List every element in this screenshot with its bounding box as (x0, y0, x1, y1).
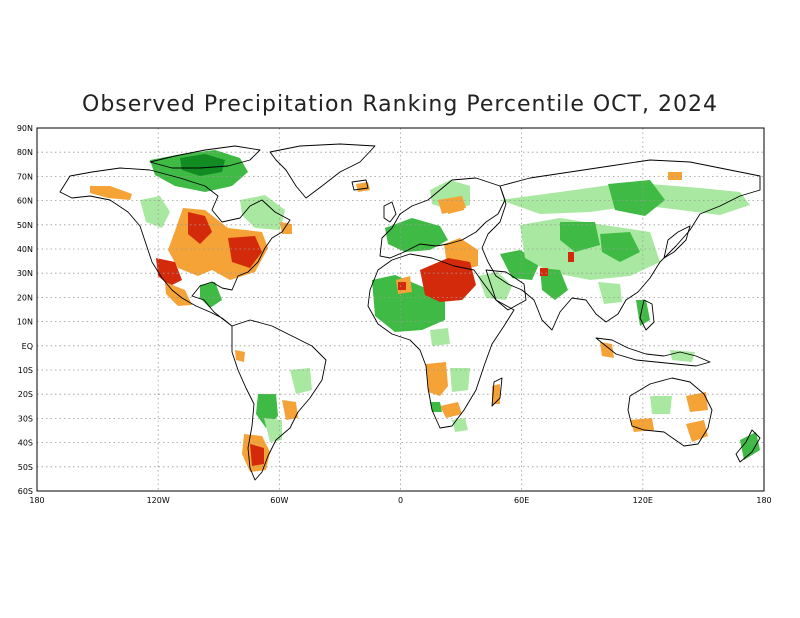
x-tick-label: 120W (147, 496, 170, 505)
y-tick-label: 50S (18, 463, 33, 472)
coastline-arctic-islands (149, 145, 261, 169)
anomaly-region (630, 418, 654, 432)
y-axis-tick-labels: 90N 80N 70N 60N 50N 40N 30N 20N 10N EQ 10S 20S 30S 40… (17, 124, 33, 496)
y-tick-label: 20S (18, 390, 33, 399)
x-tick-label: 180 (756, 496, 771, 505)
map-title: Observed Precipitation Ranking Percentil… (82, 92, 718, 117)
anomaly-region (140, 196, 170, 228)
y-tick-label: 40S (18, 439, 33, 448)
anomaly-region (282, 400, 298, 420)
x-tick-label: 60W (270, 496, 288, 505)
anomaly-region (670, 350, 695, 362)
anomaly-region (385, 218, 448, 252)
anomaly-region (600, 232, 640, 262)
x-tick-label: 120E (633, 496, 653, 505)
y-tick-label: 10S (18, 366, 33, 375)
coastline-africa (367, 253, 515, 429)
anomaly-region (398, 282, 406, 290)
anomaly-region (608, 180, 665, 216)
coastline-greenland (269, 143, 376, 199)
anomaly-region (228, 236, 262, 268)
anomaly-region (668, 172, 682, 180)
y-tick-label: 70N (17, 172, 33, 181)
anomaly-region (686, 420, 708, 442)
plot-frame (36, 127, 765, 492)
coastline-iceland (351, 179, 369, 191)
anomaly-region (740, 432, 760, 460)
anomaly-region (560, 222, 600, 252)
anomaly-region (430, 402, 442, 412)
anomaly-region (426, 362, 448, 396)
coastline-japan (663, 225, 691, 259)
anomaly-region (440, 402, 462, 418)
y-tick-label: 40N (17, 245, 33, 254)
anomaly-region (650, 396, 672, 414)
anomaly-region (290, 368, 312, 394)
anomaly-region (478, 272, 512, 300)
coastline-philippines (639, 299, 655, 331)
anomaly-region (250, 444, 264, 466)
coastlines (59, 143, 761, 481)
y-tick-label: EQ (22, 342, 33, 351)
coastline-britain (383, 201, 397, 223)
anomaly-region (568, 252, 574, 262)
x-tick-label: 0 (398, 496, 403, 505)
coastline-south-america (231, 319, 327, 481)
anomaly-region (450, 368, 470, 392)
anomaly-region (600, 342, 614, 358)
anomaly-region (264, 418, 282, 442)
coastline-asia (481, 159, 761, 331)
y-tick-label: 30S (18, 414, 33, 423)
x-tick-label: 60E (514, 496, 529, 505)
y-tick-label: 60N (17, 197, 33, 206)
anomaly-region (438, 196, 466, 214)
coastline-indonesia (595, 337, 711, 367)
anomaly-layer (90, 150, 760, 472)
y-tick-label: 30N (17, 269, 33, 278)
anomaly-region (430, 328, 450, 346)
coastline-new-zealand (735, 429, 761, 463)
y-tick-label: 20N (17, 293, 33, 302)
y-tick-label: 10N (17, 318, 33, 327)
grid-lines (37, 128, 764, 491)
anomaly-region (598, 282, 622, 304)
anomaly-region (180, 154, 225, 176)
x-tick-label: 180 (29, 496, 44, 505)
coastline-north-america (59, 167, 291, 327)
x-axis-tick-labels: 180 120W 60W 0 60E 120E 180 (29, 496, 771, 505)
anomaly-region (420, 258, 476, 302)
coastline-madagascar (491, 377, 503, 407)
anomaly-region (90, 186, 132, 200)
y-tick-label: 80N (17, 148, 33, 157)
y-tick-label: 50N (17, 221, 33, 230)
y-tick-label: 60S (18, 487, 33, 496)
anomaly-region (188, 212, 212, 244)
coastline-arabia (485, 269, 527, 311)
anomaly-region (452, 418, 468, 432)
anomaly-region (165, 282, 192, 306)
anomaly-region (540, 268, 548, 276)
anomaly-region (240, 195, 285, 230)
anomaly-region (686, 392, 708, 412)
y-tick-label: 90N (17, 124, 33, 133)
anomaly-region (235, 350, 245, 362)
coastline-australia (627, 377, 713, 447)
